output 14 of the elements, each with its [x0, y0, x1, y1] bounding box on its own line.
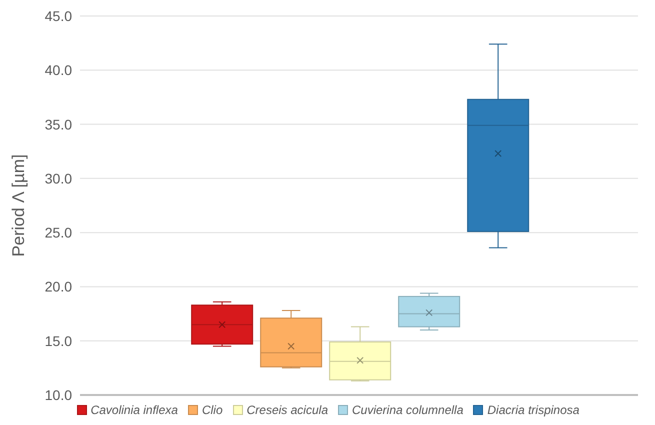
legend-label: Creseis acicula	[246, 403, 328, 417]
y-axis-title: Period Λ [µm]	[9, 154, 28, 257]
y-tick-label: 35.0	[44, 116, 72, 132]
legend-label: Cuvierina columnella	[351, 403, 464, 417]
legend-label: Clio	[200, 403, 223, 417]
legend-label: Diacria trispinosa	[486, 403, 580, 417]
y-tick-label: 45.0	[44, 8, 72, 24]
y-tick-label: 10.0	[44, 386, 72, 403]
y-tick-label: 40.0	[44, 62, 72, 78]
y-tick-label: 30.0	[44, 170, 72, 186]
y-tick-label: 20.0	[44, 278, 72, 295]
legend-label: Cavolinia inflexa	[90, 403, 178, 417]
y-tick-label: 15.0	[44, 332, 72, 349]
y-tick-label: 25.0	[44, 224, 72, 241]
